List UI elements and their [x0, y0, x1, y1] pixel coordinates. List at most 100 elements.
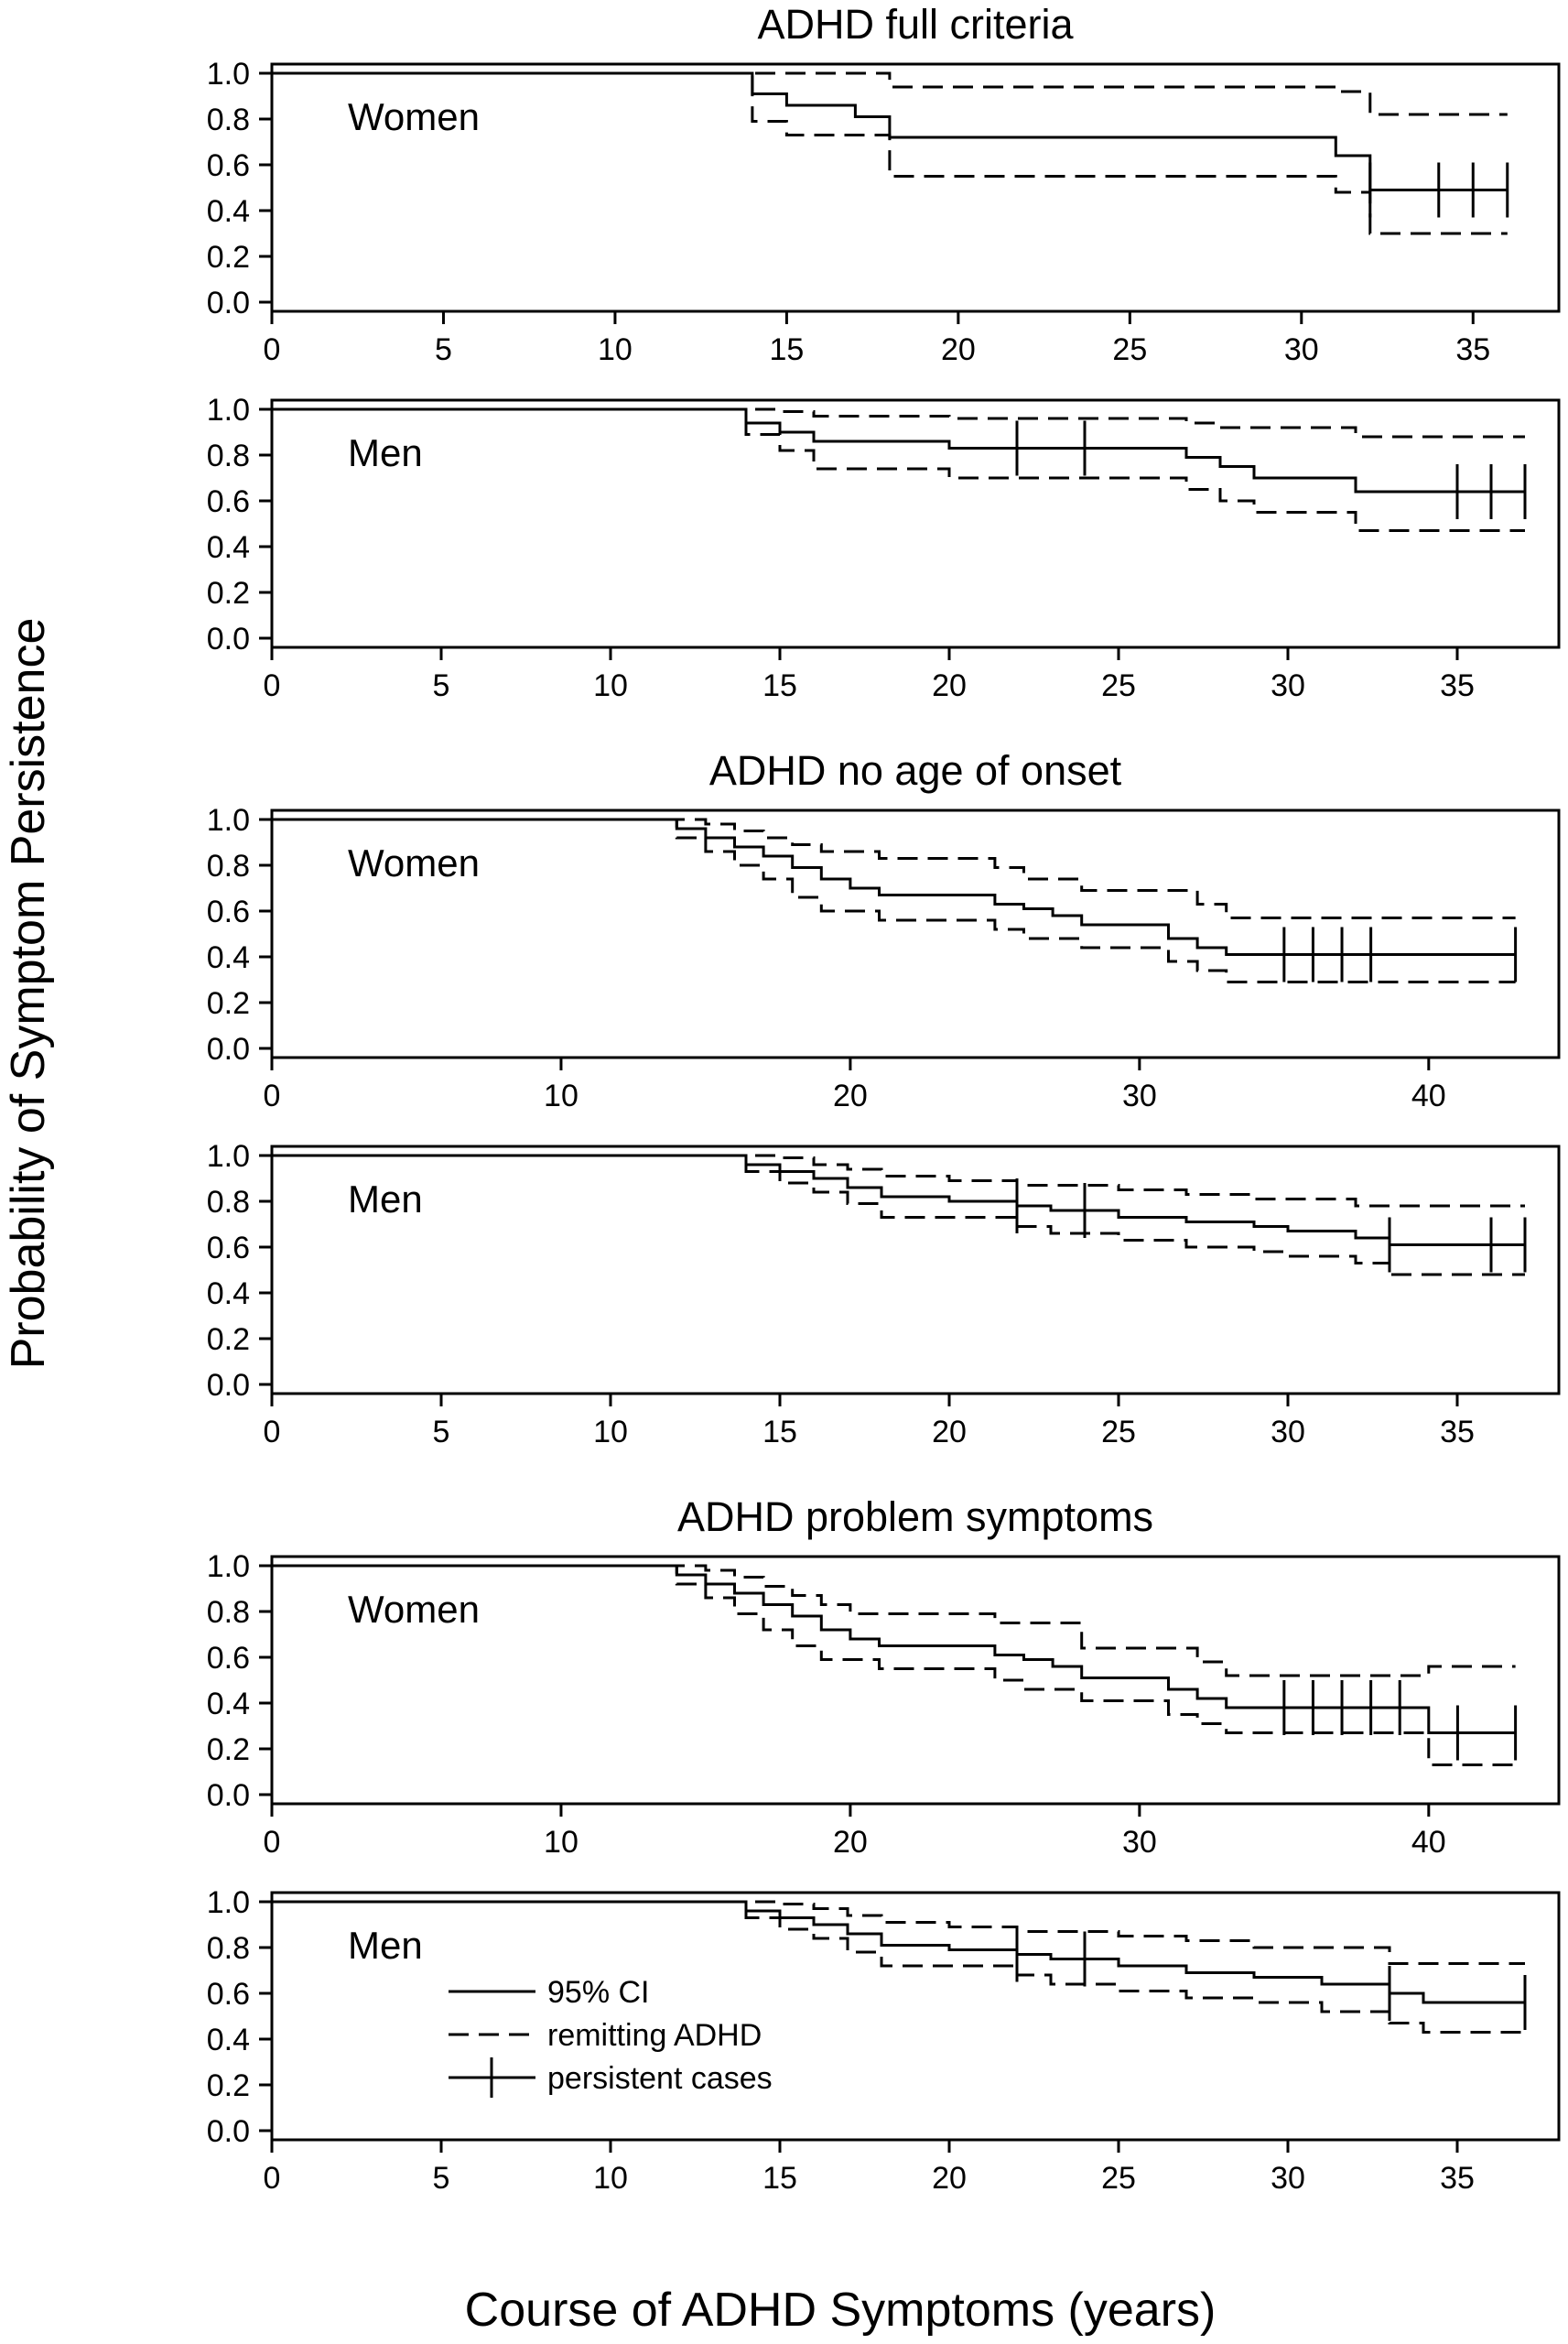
y-tick-label: 1.0 — [207, 1549, 250, 1584]
panel-1: ADHD full criteria 0.0 0.2 0.4 0.6 0.8 1.0 0 5 10… — [207, 1, 1561, 367]
legend-item: persistent cases — [449, 2057, 773, 2098]
x-tick-label: 0 — [264, 332, 281, 367]
x-tick-label: 5 — [435, 332, 452, 367]
x-tick-label: 10 — [544, 1079, 579, 1113]
panel-group-label: Women — [348, 1588, 480, 1631]
y-tick-label: 0.2 — [207, 576, 250, 611]
y-tick-label: 0.8 — [207, 1931, 250, 1966]
survival-curve — [272, 71, 1508, 191]
panel-group-label: Women — [348, 95, 480, 138]
y-tick-label: 0.2 — [207, 2068, 250, 2103]
y-tick-label: 0.8 — [207, 439, 250, 473]
panel-group-label: Men — [348, 1177, 423, 1221]
panel-title: ADHD no age of onset — [709, 747, 1122, 794]
y-tick-label: 0.6 — [207, 484, 250, 519]
x-tick-label: 25 — [1101, 668, 1136, 703]
y-tick-label: 1.0 — [207, 1139, 250, 1174]
legend-item: remitting ADHD — [449, 2018, 762, 2053]
ci-bound-1 — [272, 1564, 1516, 1677]
y-tick-label: 0.0 — [207, 622, 250, 657]
x-axis-label: Course of ADHD Symptoms (years) — [465, 2284, 1217, 2337]
y-tick-label: 1.0 — [207, 1885, 250, 1920]
y-tick-label: 0.6 — [207, 148, 250, 183]
x-tick-label: 40 — [1411, 1825, 1446, 1860]
ci-bound-1 — [272, 1154, 1525, 1208]
legend: 95% CI remitting ADHD persistent cases — [449, 1975, 773, 2098]
plot-frame — [270, 808, 1561, 1059]
plot-frame — [270, 398, 1561, 649]
panels-group: ADHD full criteria 0.0 0.2 0.4 0.6 0.8 1.0 0 5 10… — [207, 1, 1561, 2196]
x-tick-label: 30 — [1284, 332, 1319, 367]
x-tick-label: 15 — [762, 2161, 797, 2196]
ci-bound-1 — [272, 71, 1508, 116]
x-tick-label: 0 — [264, 1079, 281, 1113]
survival-curve — [272, 1564, 1516, 1734]
y-tick-label: 0.2 — [207, 240, 250, 275]
x-tick-label: 10 — [593, 1415, 628, 1449]
x-tick-label: 20 — [833, 1825, 868, 1860]
panel-title: ADHD problem symptoms — [677, 1493, 1153, 1540]
panel-5: ADHD problem symptoms 0.0 0.2 0.4 0.6 0.8 1.0 0… — [207, 1493, 1561, 1860]
x-tick-label: 30 — [1271, 2161, 1305, 2196]
y-tick-label: 0.0 — [207, 1368, 250, 1403]
y-tick-label: 0.4 — [207, 2023, 250, 2057]
survival-curve — [272, 1154, 1525, 1246]
y-tick-label: 1.0 — [207, 57, 250, 92]
ci-bound-1 — [272, 407, 1525, 439]
x-tick-label: 20 — [932, 668, 967, 703]
panel-4: 0.0 0.2 0.4 0.6 0.8 1.0 0 5 10 15 20 25 30 35 Men — [207, 1139, 1561, 1449]
x-tick-label: 35 — [1455, 332, 1490, 367]
x-tick-label: 5 — [433, 2161, 450, 2196]
y-tick-label: 0.0 — [207, 1778, 250, 1813]
y-tick-label: 0.8 — [207, 1595, 250, 1630]
x-tick-label: 0 — [264, 668, 281, 703]
x-tick-label: 10 — [593, 2161, 628, 2196]
legend-label: persistent cases — [547, 2061, 773, 2096]
y-tick-label: 0.6 — [207, 1641, 250, 1676]
y-tick-label: 0.0 — [207, 1032, 250, 1067]
panel-2: 0.0 0.2 0.4 0.6 0.8 1.0 0 5 10 15 20 25 30 35 Men — [207, 393, 1561, 703]
y-tick-label: 0.8 — [207, 849, 250, 884]
x-tick-label: 15 — [762, 668, 797, 703]
ci-bound-2 — [272, 1564, 1516, 1766]
x-tick-label: 35 — [1440, 2161, 1475, 2196]
legend-item: 95% CI — [449, 1975, 650, 2010]
plot-frame — [270, 1891, 1561, 2142]
x-tick-label: 5 — [433, 1415, 450, 1449]
x-tick-label: 25 — [1101, 2161, 1136, 2196]
y-tick-label: 0.4 — [207, 1687, 250, 1721]
x-tick-label: 25 — [1101, 1415, 1136, 1449]
ci-bound-2 — [272, 407, 1525, 532]
panel-title: ADHD full criteria — [757, 1, 1074, 48]
x-tick-label: 40 — [1411, 1079, 1446, 1113]
y-tick-label: 0.6 — [207, 1977, 250, 2012]
plot-frame — [270, 62, 1561, 313]
x-tick-label: 0 — [264, 1825, 281, 1860]
plot-frame — [270, 1145, 1561, 1395]
x-tick-label: 30 — [1122, 1079, 1157, 1113]
x-tick-label: 10 — [598, 332, 633, 367]
survival-curve — [272, 1900, 1525, 2004]
x-tick-label: 20 — [932, 2161, 967, 2196]
survival-curve — [272, 407, 1525, 494]
panel-group-label: Women — [348, 841, 480, 884]
y-tick-label: 0.8 — [207, 103, 250, 137]
x-tick-label: 30 — [1271, 668, 1305, 703]
y-tick-label: 0.2 — [207, 1322, 250, 1357]
legend-label: remitting ADHD — [547, 2018, 762, 2053]
x-tick-label: 0 — [264, 1415, 281, 1449]
panel-6: 0.0 0.2 0.4 0.6 0.8 1.0 0 5 10 15 20 25 30 35 Men — [207, 1885, 1561, 2196]
x-tick-label: 0 — [264, 2161, 281, 2196]
y-tick-label: 0.6 — [207, 1231, 250, 1265]
y-tick-label: 0.2 — [207, 1732, 250, 1767]
y-tick-label: 0.0 — [207, 2114, 250, 2149]
y-tick-label: 0.4 — [207, 530, 250, 565]
x-tick-label: 20 — [941, 332, 976, 367]
x-tick-label: 30 — [1122, 1825, 1157, 1860]
x-tick-label: 20 — [833, 1079, 868, 1113]
x-tick-label: 5 — [433, 668, 450, 703]
plot-frame — [270, 1555, 1561, 1806]
legend-label: 95% CI — [547, 1975, 650, 2010]
ci-bound-2 — [272, 1154, 1525, 1276]
